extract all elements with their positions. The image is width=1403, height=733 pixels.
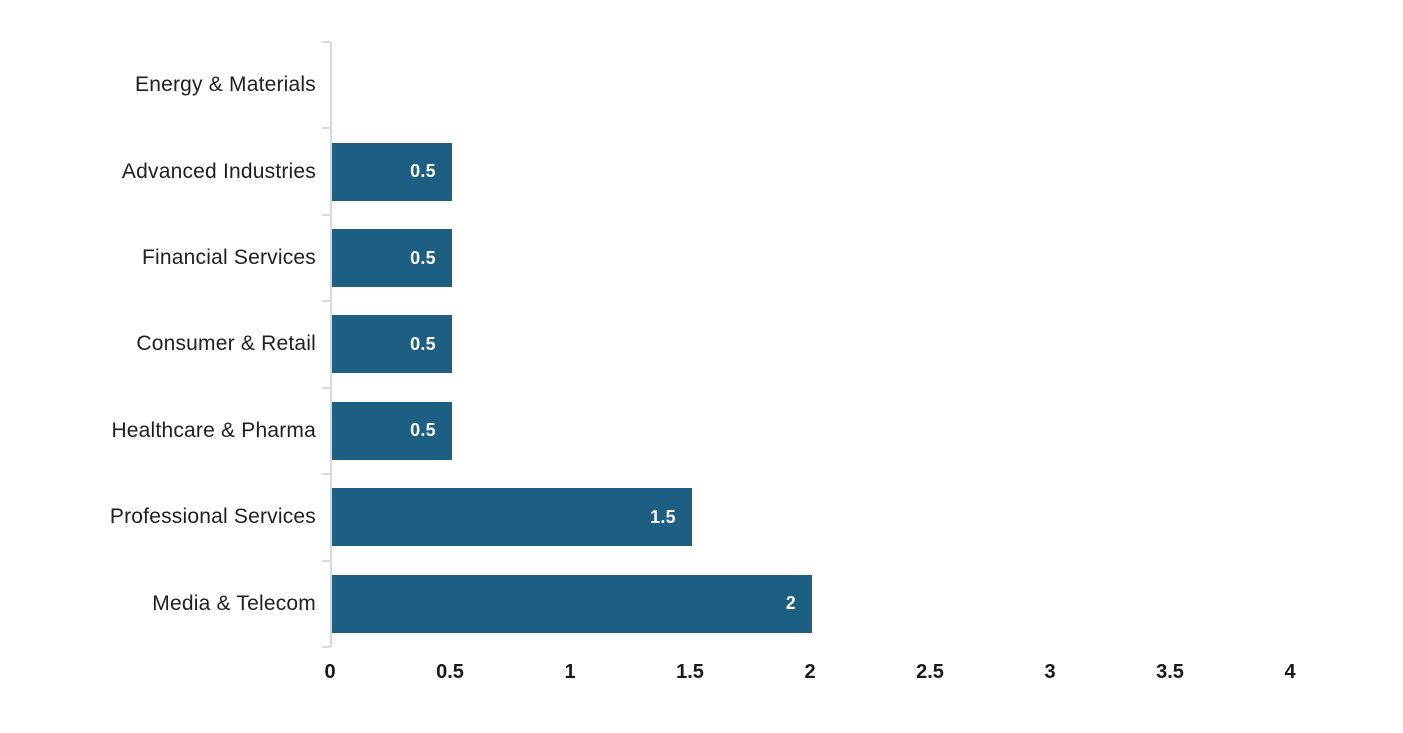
x-axis-tick-label: 4 [1284,661,1296,683]
bar-band: 0.5 [332,128,1403,214]
bar: 0.5 [332,142,452,201]
bar-band: 1.5 [332,474,1403,560]
category-labels-column: Energy & Materials Advanced Industries Fin… [0,42,330,647]
x-axis-labels: 0 0.5 1 1.5 2 2.5 3 3.5 4 [324,661,1401,691]
plot-area: 0.5 0.5 0.5 0.5 1.5 2 0 0.5 1 1.5 2 2.5 3 3.5 4 [322,41,1403,683]
bar: 1.5 [332,488,692,547]
bar: 0.5 [332,229,452,288]
category-label: Energy & Materials [134,73,316,97]
bar-value-label: 0.5 [410,247,436,268]
x-axis-tick-label: 2 [804,661,816,683]
bar-band: 0.5 [332,388,1403,474]
category-label: Media & Telecom [152,591,316,615]
category-label: Healthcare & Pharma [111,418,316,442]
y-axis-tick [322,127,330,130]
bar-value-label: 0.5 [410,333,436,354]
bar-band [332,42,1403,128]
bar-band: 0.5 [332,215,1403,301]
y-axis-tick [322,213,330,216]
bar-band: 2 [332,561,1403,647]
x-axis-tick-label: 1 [564,661,576,683]
x-axis-tick-label: 0 [324,661,336,683]
x-axis-tick-label: 1.5 [676,661,704,683]
bar-value-label: 1.5 [650,506,676,527]
x-axis-tick-label: 0.5 [436,661,464,683]
x-axis-tick-label: 3 [1044,661,1056,683]
x-axis-tick-label: 3.5 [1156,661,1184,683]
bar-value-label: 0.5 [410,161,436,182]
category-label: Professional Services [109,505,316,529]
bar: 0.5 [332,401,452,460]
bar-value-label: 0.5 [410,420,436,441]
category-label: Consumer & Retail [136,332,316,356]
y-axis-tick [322,646,330,648]
category-label: Financial Services [142,246,316,270]
bar: 2 [332,574,812,633]
y-axis-tick [322,41,330,43]
bar: 0.5 [332,315,452,374]
y-axis-tick [322,559,330,562]
bar-rows: 0.5 0.5 0.5 0.5 1.5 2 [332,42,1403,647]
bar-band: 0.5 [332,301,1403,387]
y-axis-tick [322,473,330,476]
x-axis-tick-label: 2.5 [916,661,944,683]
y-axis-tick [322,300,330,303]
category-label: Advanced Industries [121,159,316,183]
y-axis-tick [322,386,330,389]
bar-value-label: 2 [785,593,796,614]
